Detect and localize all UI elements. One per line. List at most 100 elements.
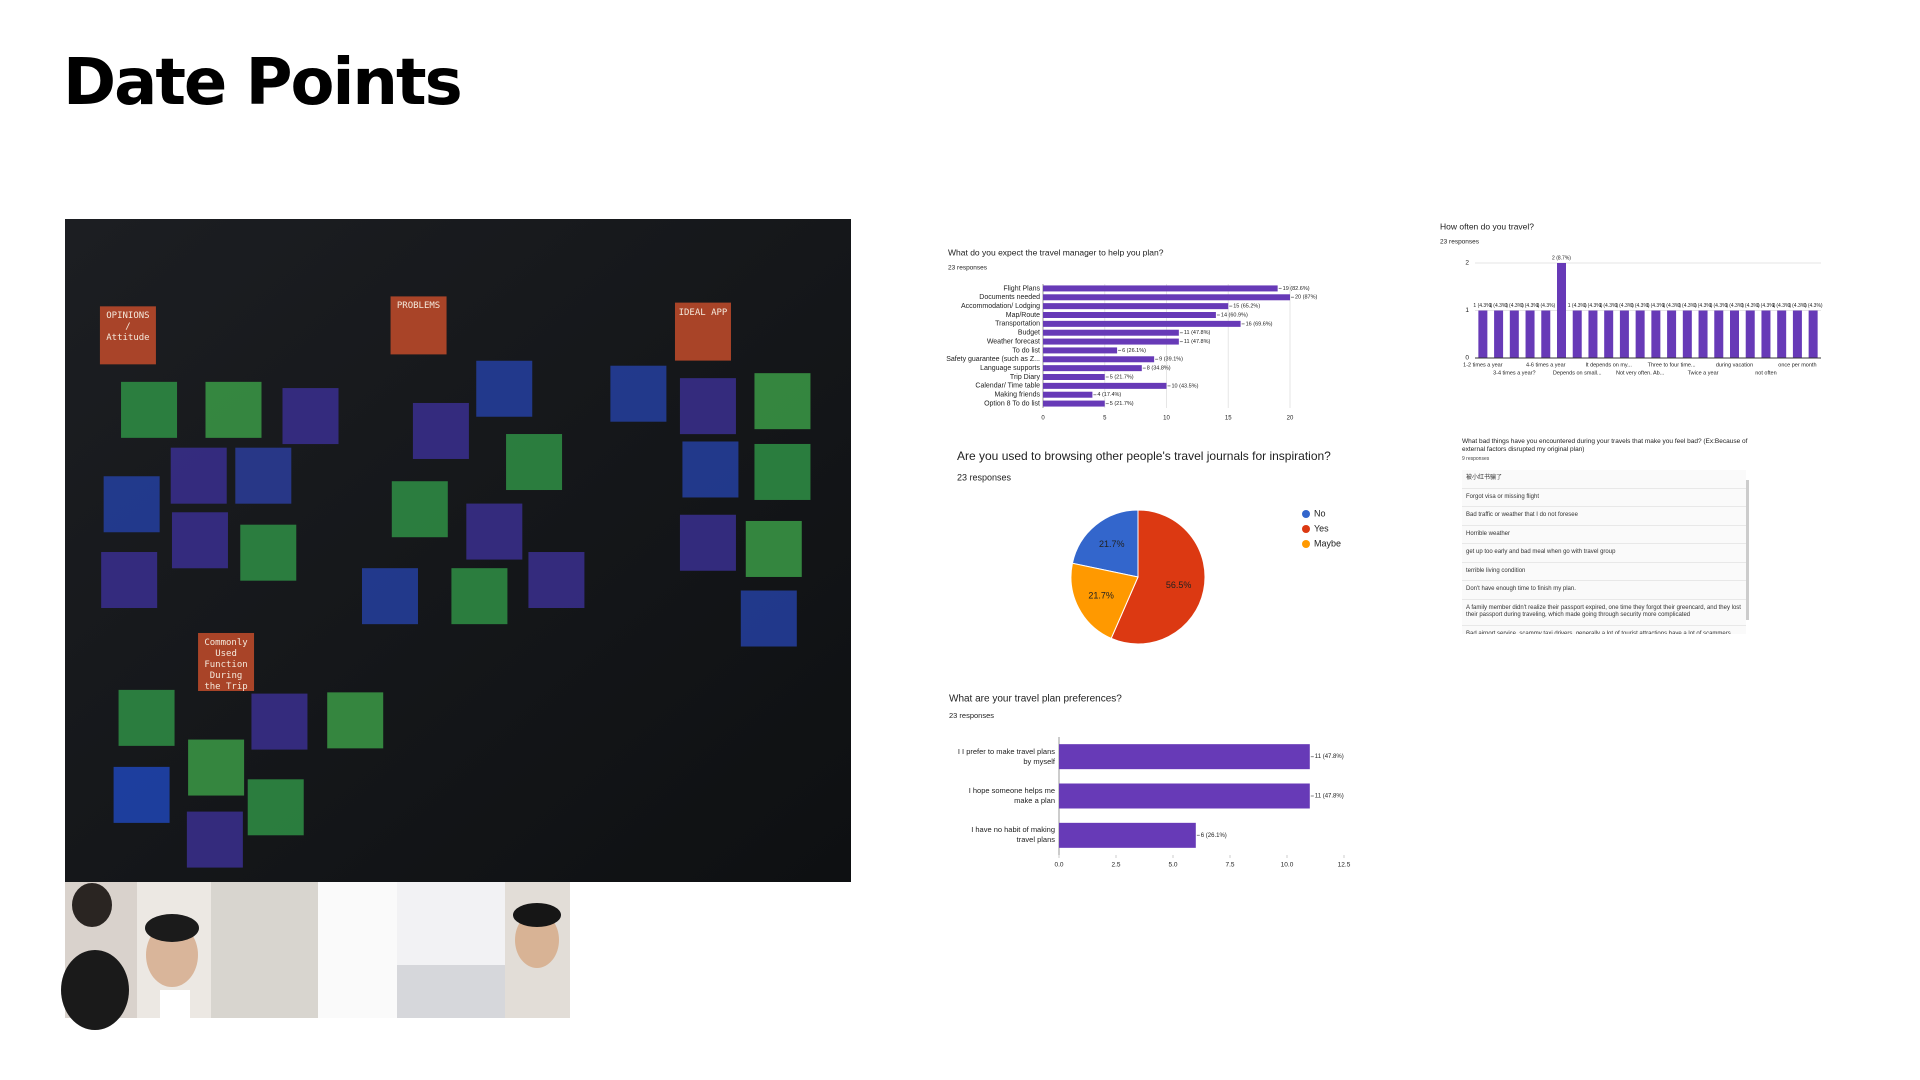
value-label: 20 (87%) xyxy=(1295,295,1317,301)
category-label: Budget xyxy=(1018,330,1040,337)
sticky-note xyxy=(754,443,811,500)
value-label: 1 (4.3%) xyxy=(1757,303,1776,309)
sticky-note xyxy=(170,447,227,504)
note-label: Commonly Used Function During the Trip xyxy=(204,637,248,692)
value-label: 15 (65.2%) xyxy=(1233,304,1260,310)
legend-swatch xyxy=(1302,510,1310,518)
category-label: I hope someone helps me make a plan xyxy=(968,786,1055,805)
value-label: 1 (4.3%) xyxy=(1536,303,1555,309)
sticky-note xyxy=(282,388,339,445)
x-tick-label: 10.0 xyxy=(1281,862,1294,869)
bar xyxy=(1619,310,1629,358)
bar xyxy=(1043,365,1142,372)
bar xyxy=(1572,310,1582,358)
sticky-note xyxy=(412,402,469,459)
pie-slice xyxy=(1071,509,1139,578)
bar xyxy=(1792,310,1802,358)
bar xyxy=(1043,294,1290,301)
bar xyxy=(1588,310,1598,358)
bar xyxy=(1730,310,1739,358)
sticky-note xyxy=(754,373,811,430)
response-item: 被小红书骗了 xyxy=(1462,470,1746,489)
x-tick-label: 12.5 xyxy=(1338,862,1351,869)
note-label: OPINIONS / Attitude xyxy=(106,311,150,344)
bar xyxy=(1635,310,1645,358)
value-label: 1 (4.3%) xyxy=(1678,303,1697,309)
legend-label: Yes xyxy=(1314,523,1329,533)
chart-subtitle: 23 responses xyxy=(948,265,988,272)
value-label: 56.5% xyxy=(1166,580,1192,590)
bar xyxy=(1509,310,1519,358)
screen-tile xyxy=(318,882,397,1018)
bar xyxy=(1667,310,1677,358)
value-label: 1 (4.3%) xyxy=(1788,303,1807,309)
value-label: 11 (47.8%) xyxy=(1184,339,1211,345)
response-item: Horrible weather xyxy=(1462,525,1746,544)
chart-subtitle: 23 responses xyxy=(1440,239,1480,246)
person xyxy=(145,914,199,942)
value-label: 1 (4.3%) xyxy=(1725,303,1744,309)
bar xyxy=(1698,310,1708,358)
category-label: Language supports xyxy=(980,365,1040,372)
value-label: 1 (4.3%) xyxy=(1568,303,1587,309)
sticky-note xyxy=(506,434,563,491)
x-tick-label: Not very often. Ab... xyxy=(1616,370,1665,376)
category-label: Documents needed xyxy=(979,294,1040,301)
sticky-note xyxy=(251,693,308,750)
chart-title: What are your travel plan preferences? xyxy=(949,694,1122,705)
sticky-note xyxy=(101,552,158,609)
bar xyxy=(1651,310,1661,358)
bar xyxy=(1043,382,1167,389)
value-label: 1 (4.3%) xyxy=(1584,303,1603,309)
response-item: get up too early and bad meal when go wi… xyxy=(1462,544,1746,563)
question: What bad things have you encountered dur… xyxy=(1462,438,1748,453)
bar xyxy=(1059,822,1196,848)
sticky-note xyxy=(451,568,508,625)
sticky-note xyxy=(390,296,447,355)
chart-title: Are you used to browsing other people's … xyxy=(957,449,1331,463)
x-tick-label: It depends on my... xyxy=(1585,362,1632,368)
x-tick-label: not often xyxy=(1755,370,1776,376)
bar xyxy=(1043,338,1179,345)
sticky-note xyxy=(610,365,667,422)
sticky-note xyxy=(674,302,731,361)
category-label: Accommodation/ Lodging xyxy=(961,303,1040,310)
sticky-note xyxy=(682,441,739,498)
x-tick-label: once per month xyxy=(1778,362,1816,368)
x-tick-label: 15 xyxy=(1225,416,1232,422)
value-label: 6 (26.1%) xyxy=(1122,348,1146,354)
value-label: 6 (26.1%) xyxy=(1201,833,1227,839)
bar xyxy=(1043,303,1229,310)
sticky-note xyxy=(188,739,245,796)
response-item: Bad traffic or weather that I do not for… xyxy=(1462,507,1746,526)
bar xyxy=(1043,320,1241,327)
bar xyxy=(1682,310,1692,358)
value-label: 1 (4.3%) xyxy=(1741,303,1760,309)
response-item: Don't have enough time to finish my plan… xyxy=(1462,581,1746,600)
x-tick-label: 20 xyxy=(1287,416,1294,422)
value-label: 21.7% xyxy=(1099,539,1125,549)
value-label: 5 (21.7%) xyxy=(1110,374,1134,380)
sticky-note xyxy=(466,503,523,560)
value-label: 4 (17.4%) xyxy=(1097,392,1121,398)
category-label: Weather forecast xyxy=(987,338,1040,345)
sticky-note xyxy=(240,524,297,581)
value-label: 2 (8.7%) xyxy=(1552,255,1571,261)
chart-subtitle: 23 responses xyxy=(949,711,994,720)
legend-swatch xyxy=(1302,525,1310,533)
category-label: Transportation xyxy=(995,321,1040,328)
bar xyxy=(1604,310,1614,358)
category-label: I I prefer to make travel plans by mysel… xyxy=(957,746,1055,766)
meeting-screenshot xyxy=(61,882,570,1030)
sticky-note xyxy=(745,520,802,577)
value-label: 16 (69.6%) xyxy=(1246,321,1273,327)
value-label: 5 (21.7%) xyxy=(1110,401,1134,407)
bar xyxy=(1043,374,1105,380)
x-tick-label: 5.0 xyxy=(1168,862,1177,869)
x-tick-label: 1-2 times a year xyxy=(1463,362,1503,368)
value-label: 1 (4.3%) xyxy=(1599,303,1618,309)
value-label: 11 (47.8%) xyxy=(1315,794,1344,800)
legend-label: No xyxy=(1314,508,1326,518)
value-label: 14 (60.9%) xyxy=(1221,312,1248,318)
